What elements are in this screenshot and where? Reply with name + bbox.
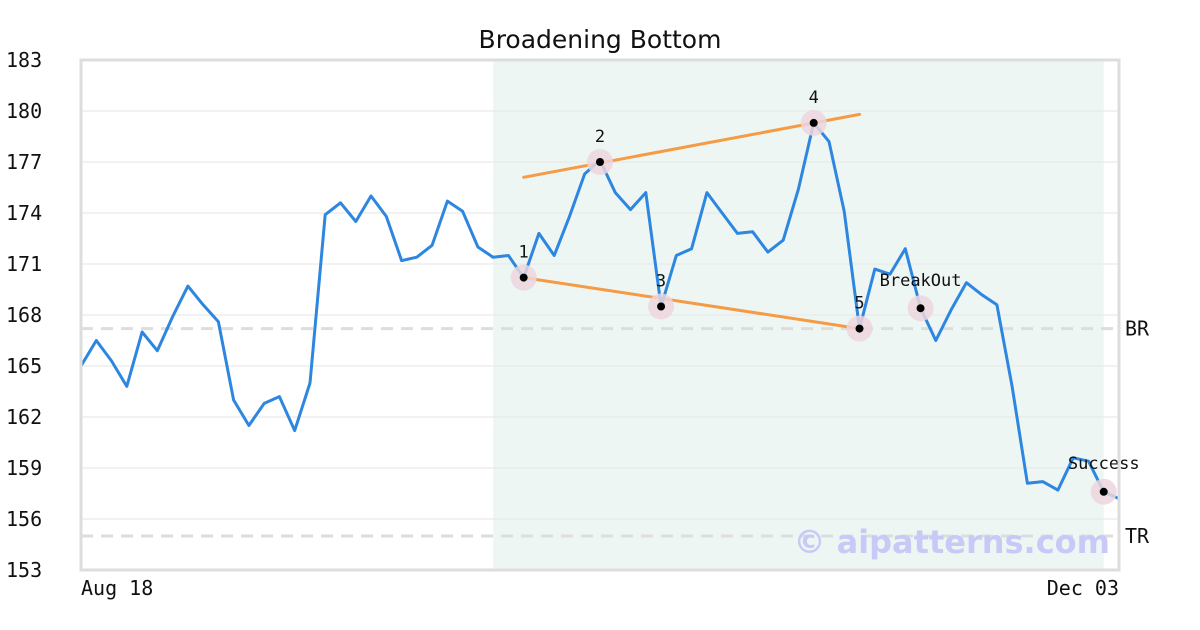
level-label-tr: TR	[1125, 524, 1150, 548]
point-marker-5	[855, 324, 864, 333]
level-lines: BR TR	[81, 317, 1150, 548]
y-tick-label: 180	[6, 99, 42, 123]
y-tick-label: 159	[6, 456, 42, 480]
y-tick-label: 168	[6, 303, 42, 327]
y-tick-label: 162	[6, 405, 42, 429]
watermark: © aipatterns.com	[793, 523, 1110, 561]
point-marker-4	[809, 118, 818, 127]
point-marker-breakout	[916, 304, 925, 313]
level-label-br: BR	[1125, 317, 1150, 341]
point-label-1: 1	[519, 243, 529, 263]
y-tick-label: 183	[6, 48, 42, 72]
plot-frame	[79, 58, 1121, 572]
x-tick-label-start: Aug 18	[81, 576, 153, 600]
lower-trendline	[522, 276, 861, 331]
y-tick-label: 153	[6, 558, 42, 582]
point-label-4: 4	[809, 88, 819, 108]
y-tick-label: 165	[6, 354, 42, 378]
point-label-3: 3	[656, 272, 666, 292]
point-marker-1	[519, 273, 528, 282]
y-tick-label: 156	[6, 507, 42, 531]
y-tick-label: 177	[6, 150, 42, 174]
x-tick-label-end: Dec 03	[1047, 576, 1119, 600]
point-label-breakout: BreakOut	[880, 271, 962, 291]
point-marker-success	[1099, 487, 1108, 496]
chart-title: Broadening Bottom	[479, 25, 722, 54]
point-label-5: 5	[854, 294, 864, 314]
y-tick-label: 174	[6, 201, 42, 225]
point-label-success: Success	[1068, 454, 1140, 474]
point-marker-2	[596, 158, 604, 166]
y-tick-label: 171	[6, 252, 42, 276]
pattern-points: 1 2 3 4 5 BreakOut Success	[510, 88, 1140, 505]
point-marker-3	[657, 302, 666, 311]
point-label-2: 2	[595, 127, 605, 147]
